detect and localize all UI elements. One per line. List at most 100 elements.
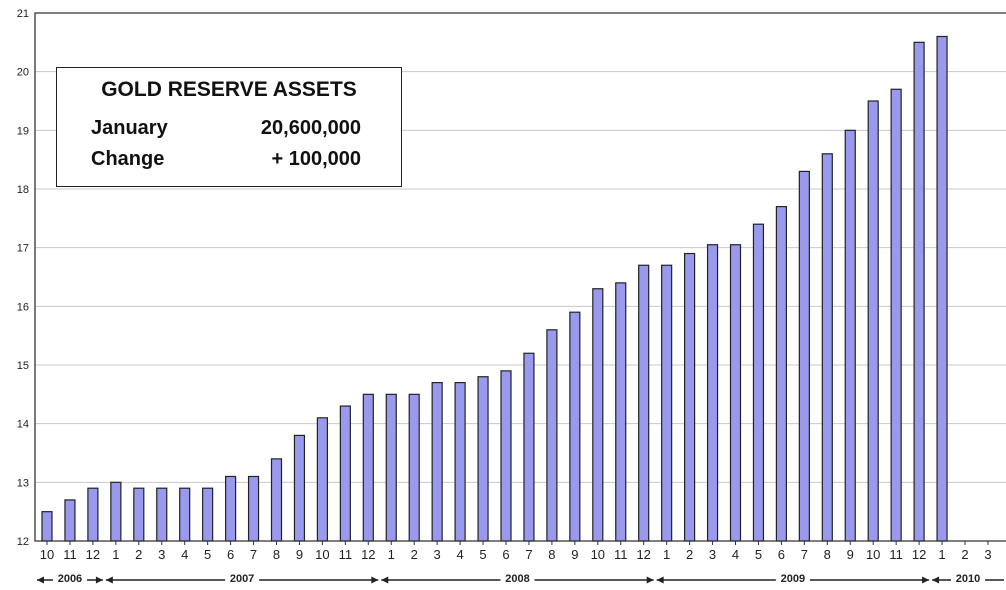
bar <box>661 264 673 542</box>
year-group-2009: 2009 <box>656 571 930 585</box>
year-arrow-head-left <box>656 576 664 584</box>
year-label-background <box>52 571 87 584</box>
x-tick-label: 11 <box>614 547 628 562</box>
bar <box>890 88 902 542</box>
x-tick-label: 10 <box>591 547 605 562</box>
x-tick-label: 8 <box>273 547 280 562</box>
bar <box>454 382 466 542</box>
bar <box>431 382 443 542</box>
plot-frame <box>34 12 1006 542</box>
year-arrow-head-right <box>646 576 654 584</box>
year-arrow-head-right <box>95 576 103 584</box>
x-tick-label: 2 <box>135 547 142 562</box>
gold-reserve-annotation-box: GOLD RESERVE ASSETS January 20,600,000 C… <box>56 67 402 187</box>
bar <box>867 100 879 542</box>
bar <box>293 434 306 542</box>
x-tick-label: 8 <box>548 547 555 562</box>
x-tick-label: 10 <box>40 547 54 562</box>
bar <box>523 352 535 542</box>
year-arrow-head-right <box>371 576 379 584</box>
x-tick-label: 11 <box>889 547 903 562</box>
x-tick-label: 1 <box>663 547 670 562</box>
bar <box>913 41 925 542</box>
y-tick-label: 17 <box>17 243 29 255</box>
year-arrow-head-left <box>932 576 940 584</box>
axis-layer <box>34 12 1006 545</box>
x-tick-label: 11 <box>63 547 77 562</box>
x-tick-label: 12 <box>86 547 100 562</box>
x-tick-label: 9 <box>847 547 854 562</box>
y-tick-label: 19 <box>17 125 29 137</box>
year-label: 2007 <box>230 573 254 585</box>
x-tick-label: 4 <box>732 547 739 562</box>
bar <box>179 487 191 542</box>
x-tick-label: 3 <box>709 547 716 562</box>
y-tick-label: 20 <box>17 67 29 79</box>
year-label-background <box>225 571 260 584</box>
year-label: 2006 <box>58 573 82 585</box>
year-label: 2008 <box>505 573 529 585</box>
x-tick-label: 10 <box>315 547 329 562</box>
bar <box>339 405 351 542</box>
x-tick-label: 12 <box>636 547 650 562</box>
bar <box>316 417 328 542</box>
bar <box>110 481 122 542</box>
year-group-2010: 2010 <box>932 571 1004 585</box>
x-tick-label: 1 <box>112 547 119 562</box>
x-tick-label: 9 <box>296 547 303 562</box>
x-tick-label: 8 <box>824 547 831 562</box>
y-tick-label: 13 <box>17 477 29 489</box>
y-tick-label: 21 <box>17 8 29 20</box>
x-tick-label: 4 <box>181 547 188 562</box>
bar <box>844 129 856 542</box>
x-tick-label: 3 <box>158 547 165 562</box>
x-tick-label: 5 <box>755 547 762 562</box>
bar <box>775 206 788 542</box>
x-tick-label: 11 <box>339 547 353 562</box>
y-tick-label: 15 <box>17 360 29 372</box>
x-tick-label: 5 <box>204 547 211 562</box>
bar <box>408 393 420 542</box>
year-label: 2009 <box>781 573 805 585</box>
bar <box>362 393 374 542</box>
bar <box>41 511 53 542</box>
bar <box>477 376 489 542</box>
bar <box>821 153 833 542</box>
bar <box>546 329 558 542</box>
y-tick-label: 14 <box>17 419 29 431</box>
year-group-2006: 2006 <box>37 571 103 585</box>
bar <box>500 370 512 542</box>
year-arrow-head-right <box>922 576 930 584</box>
bar <box>752 223 765 542</box>
x-tick-label: 1 <box>938 547 945 562</box>
bar <box>798 170 810 542</box>
year-group-2008: 2008 <box>381 571 654 585</box>
x-tick-label: 7 <box>525 547 532 562</box>
x-tick-label: 12 <box>361 547 375 562</box>
y-tick-label: 12 <box>17 536 29 548</box>
x-tick-label: 2 <box>686 547 693 562</box>
year-arrow-head-left <box>381 576 389 584</box>
x-tick-label: 3 <box>434 547 441 562</box>
x-tick-label: 9 <box>571 547 578 562</box>
bar <box>936 35 948 542</box>
x-tick-label: 2 <box>961 547 968 562</box>
bar <box>706 244 719 542</box>
bar <box>569 311 581 542</box>
x-tick-labels: 10 11 12 1 2 3 4 5 6 7 8 9 10 11 12 1 2 3 4 5 6 7 8 9 10 11 12 1 2 3 4… <box>40 547 992 562</box>
bar <box>225 475 237 542</box>
year-label-background <box>775 571 810 584</box>
x-tick-label: 6 <box>227 547 234 562</box>
bar <box>729 244 742 542</box>
year-group-2007: 2007 <box>105 571 379 585</box>
bar <box>385 393 397 542</box>
year-groups: 2006 2007 2008 2009 2010 <box>37 571 1004 585</box>
x-tick-label: 6 <box>502 547 509 562</box>
annotation-label-change: Change <box>91 148 165 170</box>
x-tick-label: 7 <box>801 547 808 562</box>
bar <box>202 487 214 542</box>
year-label-background <box>951 571 986 584</box>
bar <box>247 475 260 542</box>
x-tick-label: 10 <box>866 547 880 562</box>
